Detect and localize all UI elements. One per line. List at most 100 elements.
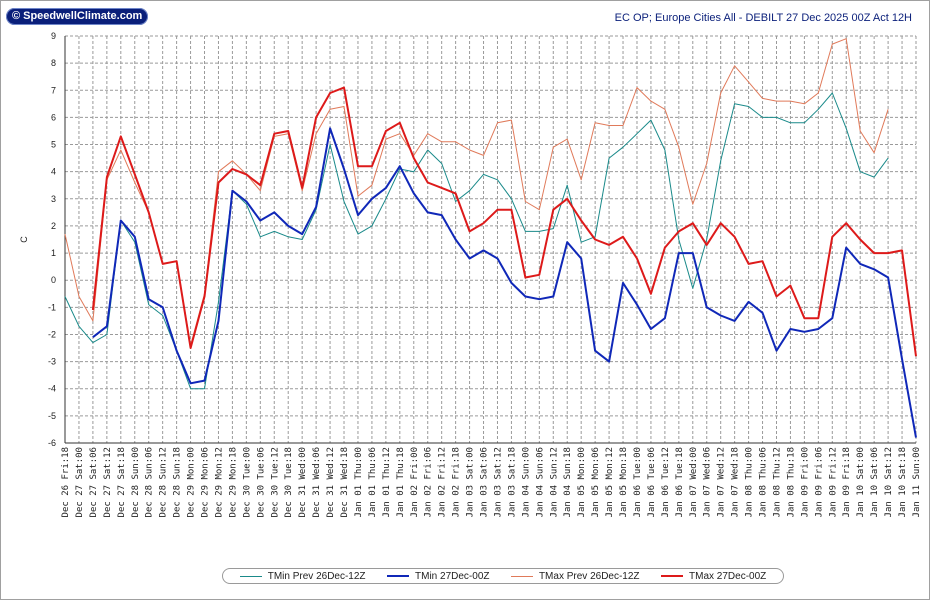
x-tick-label: Dec 31 Wed:18 [340,447,350,517]
site-logo[interactable]: © SpeedwellClimate.com [6,8,149,25]
x-tick-label: Jan 01 Thu:00 [354,447,364,517]
x-tick-label: Jan 05 Mon:00 [577,447,587,517]
x-tick-label: Jan 07 Wed:06 [703,447,713,517]
x-tick-label: Jan 05 Mon:12 [605,447,615,517]
series-line-2 [64,38,889,346]
x-tick-label: Jan 03 Sat:00 [466,447,476,517]
x-tick-label: Jan 08 Thu:06 [759,447,769,517]
x-tick-label: Jan 11 Sun:00 [912,447,922,517]
x-tick-label: Jan 09 Fri:00 [800,447,810,517]
x-tick-label: Jan 09 Fri:12 [828,447,838,517]
x-tick-label: Jan 01 Thu:12 [382,447,392,517]
x-tick-label: Dec 29 Mon:00 [187,447,197,517]
x-tick-label: Dec 31 Wed:06 [312,447,322,517]
x-tick-label: Dec 30 Tue:00 [242,447,252,517]
x-tick-label: Jan 05 Mon:06 [591,447,601,517]
x-tick-label: Dec 27 Sat:06 [89,447,99,517]
y-tick-label: -4 [48,384,56,394]
x-tick-label: Jan 03 Sat:12 [493,447,503,517]
y-tick-label: 0 [51,275,56,285]
x-tick-label: Jan 04 Sun:18 [563,447,573,517]
legend-swatch [661,575,684,577]
x-tick-label: Jan 07 Wed:00 [689,447,699,517]
x-tick-label: Dec 28 Sun:06 [145,447,155,517]
x-tick-label: Dec 30 Tue:18 [284,447,294,517]
y-tick-label: 5 [51,140,56,150]
x-tick-label: Dec 31 Wed:12 [326,447,336,517]
x-tick-label: Dec 30 Tue:06 [256,447,266,517]
x-tick-label: Jan 04 Sun:12 [549,447,559,517]
x-tick-label: Dec 29 Mon:18 [228,447,238,517]
y-tick-label: 4 [51,167,56,177]
legend-label: TMin Prev 26Dec-12Z [267,570,366,582]
legend: TMin Prev 26Dec-12Z TMin 27Dec-00Z TMax Pr… [222,568,784,584]
series-line-0 [64,92,889,390]
x-tick-label: Dec 27 Sat:18 [117,447,127,517]
x-tick-label: Jan 03 Sat:18 [507,447,517,517]
x-tick-label: Dec 28 Sun:00 [131,447,141,517]
y-tick-label: 2 [51,221,56,231]
x-tick-label: Jan 08 Thu:12 [772,447,782,517]
x-tick-label: Jan 06 Tue:18 [675,447,685,517]
legend-entry: TMax Prev 26Dec-12Z [510,570,640,582]
x-tick-label: Jan 06 Tue:00 [633,447,643,517]
y-tick-label: 7 [51,85,56,95]
x-tick-label: Dec 27 Sat:12 [103,447,113,517]
x-tick-label: Jan 06 Tue:06 [647,447,657,517]
x-tick-label: Dec 31 Wed:00 [298,447,308,517]
x-tick-label: Jan 08 Thu:18 [786,447,796,517]
x-tick-label: Jan 09 Fri:06 [814,447,824,517]
y-tick-label: -3 [48,357,56,367]
x-tick-label: Jan 02 Fri:06 [424,447,434,517]
x-tick-label: Jan 02 Fri:18 [452,447,462,517]
chart-title: EC OP; Europe Cities All - DEBILT 27 Dec… [614,12,912,24]
series-line-3 [91,86,917,357]
x-tick-label: Jan 04 Sun:00 [521,447,531,517]
x-tick-label: Jan 04 Sun:06 [535,447,545,517]
x-tick-label: Jan 09 Fri:18 [842,447,852,517]
y-tick-label: 3 [51,194,56,204]
x-tick-label: Dec 27 Sat:00 [75,447,85,517]
x-tick-label: Jan 07 Wed:18 [731,447,741,517]
y-tick-label: -6 [48,438,56,448]
y-tick-label: 6 [51,112,56,122]
x-tick-label: Dec 28 Sun:18 [173,447,183,517]
x-tick-label: Dec 28 Sun:12 [159,447,169,517]
legend-entry: TMin 27Dec-00Z [387,571,489,582]
x-tick-label: Jan 01 Thu:18 [396,447,406,517]
x-tick-label: Dec 30 Tue:12 [270,447,280,517]
x-tick-label: Jan 10 Sat:06 [870,447,880,517]
legend-swatch [239,575,262,577]
x-tick-label: Jan 08 Thu:00 [745,447,755,517]
y-tick-label: 8 [51,58,56,68]
x-tick-label: Jan 07 Wed:12 [717,447,727,517]
legend-label: TMax 27Dec-00Z [689,570,767,582]
legend-swatch [387,575,410,577]
x-tick-label: Jan 02 Fri:00 [410,447,420,517]
x-tick-label: Jan 10 Sat:00 [856,447,866,517]
site-logo-text: SpeedwellClimate.com [23,10,143,22]
y-tick-label: 1 [51,248,56,258]
x-tick-label: Jan 10 Sat:18 [898,447,908,517]
y-tick-label: -5 [48,411,56,421]
x-tick-label: Jan 03 Sat:06 [480,447,490,517]
y-tick-label: -2 [48,329,56,339]
legend-label: TMax Prev 26Dec-12Z [538,570,640,582]
x-tick-label: Dec 26 Fri:18 [61,447,71,517]
y-axis-label: C [19,236,29,243]
y-tick-label: -1 [48,302,56,312]
x-tick-label: Jan 06 Tue:12 [661,447,671,517]
x-tick-label: Jan 01 Thu:06 [368,447,378,517]
y-tick-label: 9 [51,31,56,41]
x-tick-label: Jan 05 Mon:18 [619,447,629,517]
series-line-1 [92,127,917,438]
x-tick-label: Jan 02 Fri:12 [438,447,448,517]
legend-swatch [510,575,533,577]
legend-label: TMin 27Dec-00Z [415,570,490,582]
x-tick-label: Jan 10 Sat:12 [884,447,894,517]
legend-entry: TMax 27Dec-00Z [661,571,766,582]
x-tick-label: Dec 29 Mon:06 [201,447,211,517]
copyright-symbol: © [12,10,21,22]
x-tick-label: Dec 29 Mon:12 [214,447,224,517]
